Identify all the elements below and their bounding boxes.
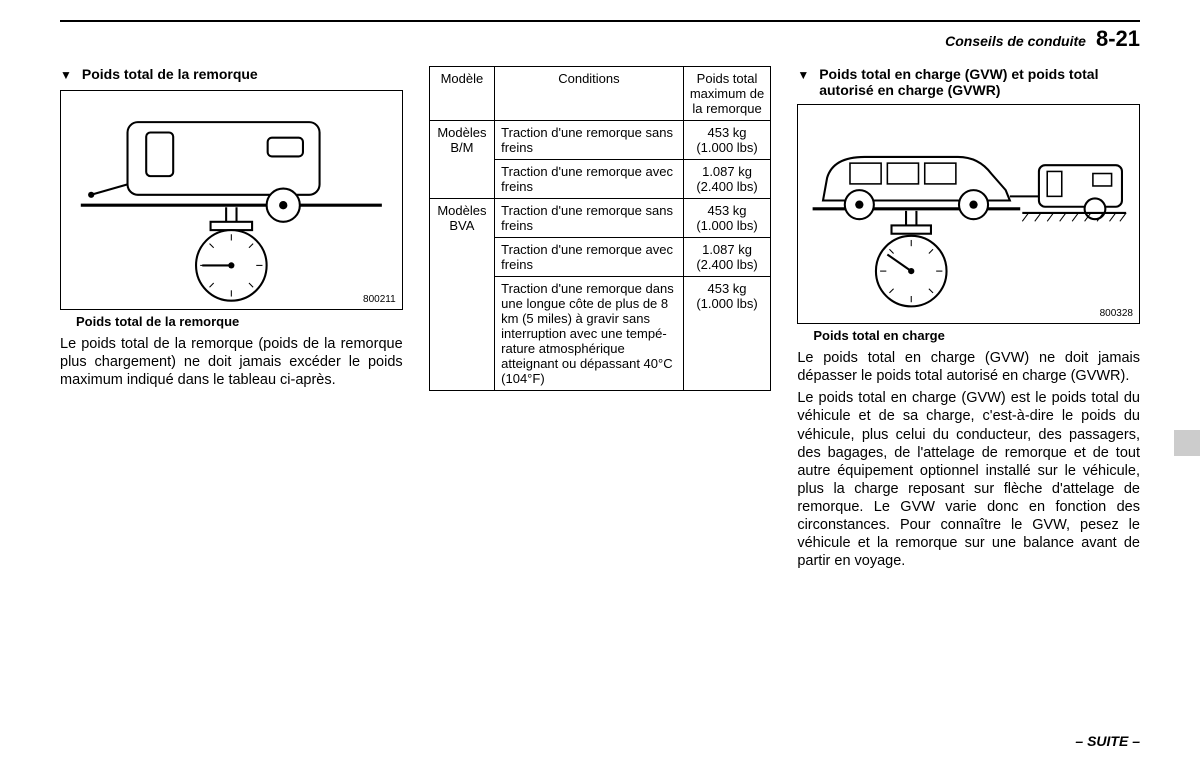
header-page-number: 8-21 [1096,26,1140,52]
cell-weight: 453 kg(1.000 lbs) [683,121,771,160]
cell-conditions: Traction d'une remorque sans freins [495,199,684,238]
figure-code: 800328 [1100,308,1133,319]
trailer-scale-illustration [61,91,402,309]
header-rule [60,20,1140,22]
figure-caption: Poids total de la remorque [76,314,403,329]
subheading-trailer-weight: ▼ Poids total de la remorque [60,66,403,84]
subheading-gvw: ▼ Poids total en charge (GVW) et poids t… [797,66,1140,98]
column-right: ▼ Poids total en charge (GVW) et poids t… [797,66,1140,571]
cell-conditions: Traction d'une re­morque dans une longue… [495,277,684,391]
cell-conditions: Traction d'une remorque avec freins [495,160,684,199]
th-max-weight: Poids total maximum de la re­morque [683,67,771,121]
paragraph-trailer-weight: Le poids total de la remorque (poids de … [60,335,403,389]
paragraph-gvw-1: Le poids total en charge (GVW) ne doit j… [797,349,1140,385]
subheading-text: Poids total en charge (GVW) et poids tot… [819,66,1140,98]
cell-conditions: Traction d'une remorque avec freins [495,238,684,277]
page-header: Conseils de conduite 8-21 [60,26,1140,52]
thumb-tab [1174,430,1200,456]
cell-model: Modèles B/M [429,121,495,199]
table-row: Modèles BVA Traction d'une remorque sans… [429,199,771,238]
table-header-row: Modèle Conditions Poids total maximum de… [429,67,771,121]
column-middle: Modèle Conditions Poids total maximum de… [429,66,772,571]
figure-code: 800211 [363,294,396,305]
triangle-icon: ▼ [60,66,72,84]
triangle-icon: ▼ [797,66,809,84]
cell-model: Modèles BVA [429,199,495,391]
paragraph-gvw-2: Le poids total en charge (GVW) est le po… [797,389,1140,570]
cell-weight: 1.087 kg(2.400 lbs) [683,160,771,199]
cell-weight: 453 kg(1.000 lbs) [683,199,771,238]
cell-conditions: Traction d'une remorque sans freins [495,121,684,160]
continued-footer: – SUITE – [1075,733,1140,749]
subheading-text: Poids total de la remorque [82,66,258,82]
vehicle-trailer-scale-illustration [798,105,1139,323]
figure-vehicle-trailer-scale: 800328 [797,104,1140,324]
table-row: Modèles B/M Traction d'une remorque sans… [429,121,771,160]
column-left: ▼ Poids total de la remorque [60,66,403,571]
th-model: Modèle [429,67,495,121]
th-conditions: Conditions [495,67,684,121]
cell-weight: 453 kg(1.000 lbs) [683,277,771,391]
figure-caption: Poids total en charge [813,328,1140,343]
header-section-title: Conseils de conduite [945,33,1086,49]
cell-weight: 1.087 kg(2.400 lbs) [683,238,771,277]
towing-capacity-table: Modèle Conditions Poids total maximum de… [429,66,772,391]
figure-trailer-on-scale: 800211 [60,90,403,310]
